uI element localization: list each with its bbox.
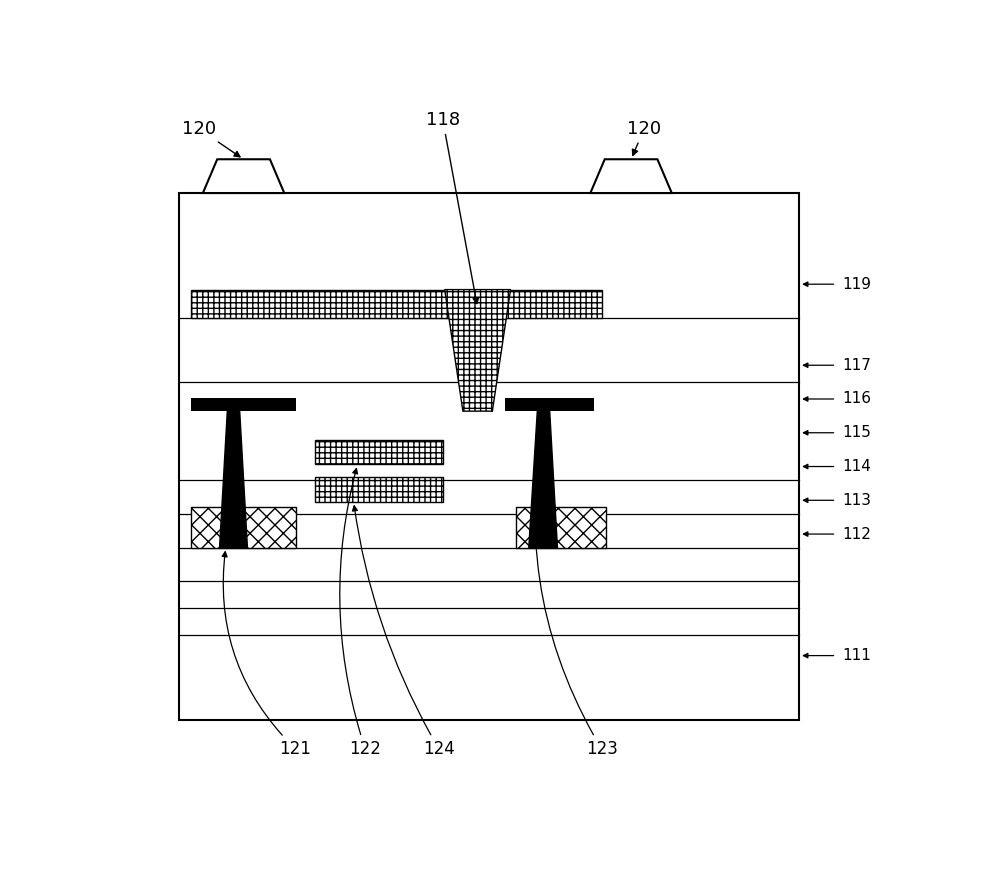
Bar [179, 193, 799, 720]
Bar [505, 397, 594, 411]
Text: 120: 120 [627, 119, 661, 155]
Text: 116: 116 [842, 391, 871, 407]
Polygon shape [445, 289, 511, 411]
Text: 118: 118 [426, 111, 479, 303]
Text: 115: 115 [842, 425, 871, 440]
Text: 122: 122 [340, 468, 381, 758]
Bar [191, 507, 296, 547]
Polygon shape [220, 411, 247, 547]
Polygon shape [203, 160, 284, 193]
Polygon shape [590, 160, 672, 193]
Polygon shape [529, 411, 557, 547]
Text: 111: 111 [842, 648, 871, 663]
Text: 117: 117 [842, 358, 871, 373]
Text: 121: 121 [222, 552, 311, 758]
Text: 120: 120 [182, 119, 240, 157]
Text: 114: 114 [842, 459, 871, 474]
Bar [315, 439, 443, 465]
Text: 119: 119 [842, 276, 871, 292]
Bar [315, 477, 443, 502]
Text: 113: 113 [842, 493, 871, 508]
Bar [191, 397, 296, 411]
Bar [516, 507, 606, 547]
Text: 124: 124 [352, 506, 455, 758]
Text: 123: 123 [535, 415, 618, 758]
Bar [191, 289, 602, 318]
Text: 112: 112 [842, 526, 871, 542]
